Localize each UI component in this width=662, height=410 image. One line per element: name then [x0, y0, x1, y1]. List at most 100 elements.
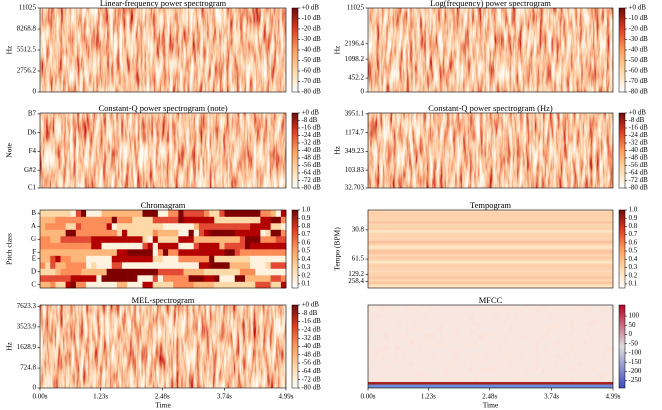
chroma-texture — [234, 242, 241, 250]
plot-frame — [367, 304, 614, 389]
y-tick-label: 30.8 — [352, 225, 365, 233]
chroma-texture — [204, 223, 210, 230]
chroma-texture — [70, 268, 77, 276]
chroma-texture — [245, 229, 251, 237]
chroma-texture — [106, 236, 113, 243]
chroma-texture — [173, 281, 179, 289]
chroma-texture — [65, 223, 72, 230]
chroma-texture — [163, 268, 169, 276]
panel: Constant-Q power spectrogram (note) Note C… — [5, 103, 321, 192]
chroma-texture — [204, 242, 210, 250]
chroma-texture — [173, 210, 179, 217]
chroma-texture — [45, 255, 51, 263]
chroma-texture — [255, 281, 261, 289]
chroma-texture — [40, 229, 46, 237]
chroma-texture — [178, 223, 184, 230]
chroma-texture — [168, 210, 174, 217]
chroma-texture — [245, 210, 251, 217]
chroma-texture — [101, 249, 107, 256]
chroma-texture — [245, 216, 251, 224]
chroma-texture — [137, 255, 143, 263]
chroma-texture — [280, 281, 287, 289]
chroma-texture — [60, 229, 66, 237]
colorbar-tick-label: 0.1 — [629, 280, 638, 288]
chroma-texture — [173, 223, 179, 230]
chroma-texture — [101, 216, 107, 224]
chroma-texture — [116, 275, 123, 282]
chroma-texture — [86, 255, 92, 263]
chroma-texture — [173, 249, 179, 256]
chroma-texture — [152, 262, 159, 269]
chroma-texture — [127, 268, 133, 276]
chroma-texture — [45, 229, 51, 237]
chroma-texture — [255, 249, 261, 256]
chroma-texture — [219, 242, 225, 250]
chroma-texture — [250, 216, 256, 224]
chroma-texture — [132, 223, 138, 230]
chroma-texture — [265, 262, 271, 269]
colorbar-tick-label: -70 dB — [302, 77, 322, 85]
chroma-texture — [270, 255, 277, 263]
chroma-texture — [147, 255, 154, 263]
chroma-texture — [239, 262, 246, 269]
chroma-texture — [193, 249, 200, 256]
colorbar-tick-label: -80 dB — [302, 384, 322, 392]
x-tick-label: 4.99s — [606, 393, 621, 401]
chroma-texture — [265, 281, 271, 289]
chroma-texture — [214, 275, 220, 282]
chroma-texture — [229, 216, 236, 224]
chroma-texture — [173, 216, 179, 224]
chroma-texture — [214, 249, 220, 256]
chroma-texture — [224, 229, 230, 237]
chroma-texture — [250, 210, 256, 217]
chroma-texture — [142, 281, 148, 289]
y-axis-label: Hz — [333, 145, 342, 154]
chroma-texture — [193, 268, 200, 276]
colorbar — [291, 304, 299, 389]
chroma-texture — [270, 249, 277, 256]
chroma-texture — [224, 210, 230, 217]
chroma-texture — [163, 210, 169, 217]
chroma-texture — [111, 242, 118, 250]
chroma-texture — [229, 281, 236, 289]
colorbar-tick-label: -80 dB — [629, 88, 649, 96]
chroma-texture — [275, 268, 282, 276]
chroma-texture — [147, 223, 154, 230]
chroma-texture — [50, 275, 56, 282]
chroma-texture — [183, 216, 189, 224]
chroma-texture — [142, 262, 148, 269]
colorbar-tick-label: +0 dB — [302, 4, 320, 12]
chroma-texture — [178, 275, 184, 282]
colorbar-tick-label: -56 dB — [302, 161, 322, 169]
plot-frame — [39, 112, 287, 189]
chroma-texture — [45, 223, 51, 230]
colorbar-tick-label: -24 dB — [302, 131, 322, 139]
chroma-texture — [163, 229, 169, 237]
y-tick-label: 1628.9 — [17, 343, 37, 351]
chroma-texture — [60, 223, 66, 230]
chroma-texture — [122, 249, 128, 256]
mfcc-texture — [368, 305, 613, 388]
chroma-texture — [122, 236, 128, 243]
chroma-texture — [188, 242, 195, 250]
chroma-texture — [132, 262, 138, 269]
x-tick-label: 0.00s — [33, 393, 48, 401]
chroma-texture — [270, 236, 277, 243]
chroma-texture — [234, 229, 241, 237]
chroma-texture — [70, 210, 77, 217]
chroma-texture — [239, 236, 246, 243]
chroma-texture — [55, 210, 61, 217]
chroma-texture — [50, 268, 56, 276]
chroma-texture — [178, 281, 184, 289]
colorbar-tick-label: -60 dB — [302, 67, 322, 75]
chroma-texture — [193, 216, 200, 224]
chroma-texture — [193, 262, 200, 269]
chroma-texture — [270, 210, 277, 217]
colorbar — [618, 112, 626, 189]
colorbar-tick-label: 0.8 — [302, 222, 311, 230]
chroma-texture — [260, 255, 266, 263]
chroma-texture — [250, 281, 256, 289]
y-axis-label: Pitch class — [5, 233, 14, 265]
chroma-texture — [152, 210, 159, 217]
